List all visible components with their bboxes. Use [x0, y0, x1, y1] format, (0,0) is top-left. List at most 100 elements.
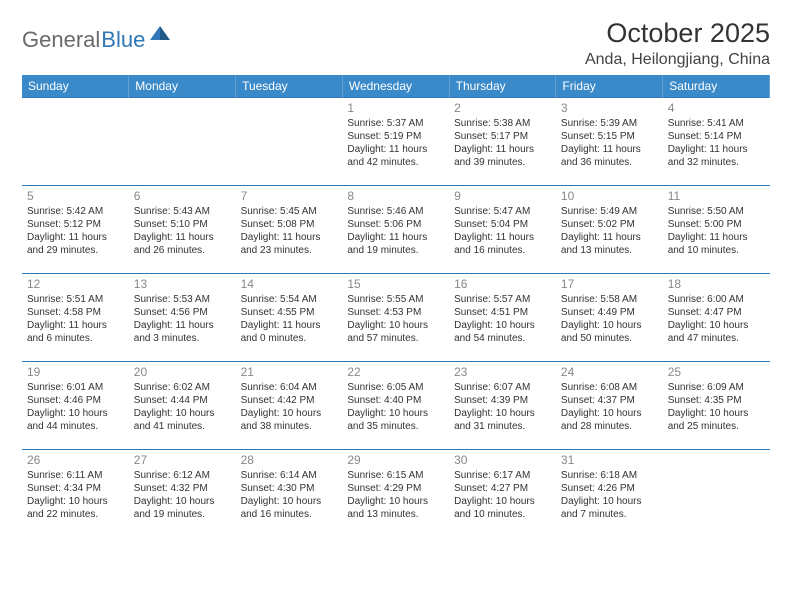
day-number: 28: [241, 453, 338, 467]
daylight-text-1: Daylight: 10 hours: [561, 495, 658, 508]
sunrise-text: Sunrise: 5:42 AM: [27, 205, 124, 218]
sunrise-text: Sunrise: 6:07 AM: [454, 381, 551, 394]
sunrise-text: Sunrise: 5:49 AM: [561, 205, 658, 218]
day-number: 10: [561, 189, 658, 203]
sunrise-text: Sunrise: 6:18 AM: [561, 469, 658, 482]
sunset-text: Sunset: 4:26 PM: [561, 482, 658, 495]
sunrise-text: Sunrise: 5:45 AM: [241, 205, 338, 218]
sunrise-text: Sunrise: 5:54 AM: [241, 293, 338, 306]
day-details: Sunrise: 5:38 AMSunset: 5:17 PMDaylight:…: [454, 117, 551, 169]
daylight-text-1: Daylight: 10 hours: [561, 407, 658, 420]
sunset-text: Sunset: 5:06 PM: [347, 218, 444, 231]
calendar-day-cell: 28Sunrise: 6:14 AMSunset: 4:30 PMDayligh…: [236, 450, 343, 538]
day-details: Sunrise: 5:53 AMSunset: 4:56 PMDaylight:…: [134, 293, 231, 345]
daylight-text-2: and 32 minutes.: [668, 156, 765, 169]
sunset-text: Sunset: 4:34 PM: [27, 482, 124, 495]
calendar-day-cell: 19Sunrise: 6:01 AMSunset: 4:46 PMDayligh…: [22, 362, 129, 450]
calendar-day-cell: 16Sunrise: 5:57 AMSunset: 4:51 PMDayligh…: [449, 274, 556, 362]
daylight-text-1: Daylight: 11 hours: [27, 319, 124, 332]
day-number: 19: [27, 365, 124, 379]
day-details: Sunrise: 6:18 AMSunset: 4:26 PMDaylight:…: [561, 469, 658, 521]
sunset-text: Sunset: 5:02 PM: [561, 218, 658, 231]
logo-text-blue: Blue: [101, 27, 145, 53]
daylight-text-1: Daylight: 11 hours: [668, 231, 765, 244]
calendar-day-cell: 15Sunrise: 5:55 AMSunset: 4:53 PMDayligh…: [342, 274, 449, 362]
daylight-text-1: Daylight: 10 hours: [134, 495, 231, 508]
calendar-day-cell: 4Sunrise: 5:41 AMSunset: 5:14 PMDaylight…: [663, 98, 770, 186]
sunrise-text: Sunrise: 5:46 AM: [347, 205, 444, 218]
day-number: 2: [454, 101, 551, 115]
calendar-day-cell: 17Sunrise: 5:58 AMSunset: 4:49 PMDayligh…: [556, 274, 663, 362]
sunset-text: Sunset: 5:17 PM: [454, 130, 551, 143]
daylight-text-2: and 13 minutes.: [347, 508, 444, 521]
sunrise-text: Sunrise: 5:58 AM: [561, 293, 658, 306]
sunrise-text: Sunrise: 6:00 AM: [668, 293, 765, 306]
day-details: Sunrise: 5:54 AMSunset: 4:55 PMDaylight:…: [241, 293, 338, 345]
daylight-text-1: Daylight: 10 hours: [241, 495, 338, 508]
calendar-day-cell: 29Sunrise: 6:15 AMSunset: 4:29 PMDayligh…: [342, 450, 449, 538]
calendar-day-cell: 5Sunrise: 5:42 AMSunset: 5:12 PMDaylight…: [22, 186, 129, 274]
sunset-text: Sunset: 5:10 PM: [134, 218, 231, 231]
sunrise-text: Sunrise: 5:43 AM: [134, 205, 231, 218]
day-number: 12: [27, 277, 124, 291]
sunrise-text: Sunrise: 6:12 AM: [134, 469, 231, 482]
daylight-text-1: Daylight: 11 hours: [241, 319, 338, 332]
day-number: 11: [668, 189, 765, 203]
day-details: Sunrise: 6:12 AMSunset: 4:32 PMDaylight:…: [134, 469, 231, 521]
daylight-text-2: and 47 minutes.: [668, 332, 765, 345]
daylight-text-1: Daylight: 11 hours: [668, 143, 765, 156]
calendar-day-cell: 9Sunrise: 5:47 AMSunset: 5:04 PMDaylight…: [449, 186, 556, 274]
daylight-text-2: and 25 minutes.: [668, 420, 765, 433]
day-details: Sunrise: 5:50 AMSunset: 5:00 PMDaylight:…: [668, 205, 765, 257]
daylight-text-1: Daylight: 11 hours: [134, 231, 231, 244]
sunset-text: Sunset: 4:37 PM: [561, 394, 658, 407]
sunrise-text: Sunrise: 6:15 AM: [347, 469, 444, 482]
daylight-text-1: Daylight: 10 hours: [241, 407, 338, 420]
calendar-day-cell: 25Sunrise: 6:09 AMSunset: 4:35 PMDayligh…: [663, 362, 770, 450]
calendar-day-cell: 18Sunrise: 6:00 AMSunset: 4:47 PMDayligh…: [663, 274, 770, 362]
day-number: 25: [668, 365, 765, 379]
calendar-day-cell: 10Sunrise: 5:49 AMSunset: 5:02 PMDayligh…: [556, 186, 663, 274]
sunset-text: Sunset: 4:55 PM: [241, 306, 338, 319]
sunset-text: Sunset: 4:47 PM: [668, 306, 765, 319]
day-details: Sunrise: 5:58 AMSunset: 4:49 PMDaylight:…: [561, 293, 658, 345]
daylight-text-1: Daylight: 11 hours: [454, 231, 551, 244]
sunset-text: Sunset: 4:29 PM: [347, 482, 444, 495]
daylight-text-2: and 50 minutes.: [561, 332, 658, 345]
sunset-text: Sunset: 4:46 PM: [27, 394, 124, 407]
sunrise-text: Sunrise: 6:02 AM: [134, 381, 231, 394]
calendar-table: SundayMondayTuesdayWednesdayThursdayFrid…: [22, 75, 770, 538]
sunset-text: Sunset: 4:32 PM: [134, 482, 231, 495]
daylight-text-2: and 29 minutes.: [27, 244, 124, 257]
daylight-text-1: Daylight: 10 hours: [561, 319, 658, 332]
day-details: Sunrise: 6:08 AMSunset: 4:37 PMDaylight:…: [561, 381, 658, 433]
daylight-text-1: Daylight: 10 hours: [347, 319, 444, 332]
daylight-text-2: and 10 minutes.: [668, 244, 765, 257]
sunrise-text: Sunrise: 5:51 AM: [27, 293, 124, 306]
day-number: 14: [241, 277, 338, 291]
calendar-day-cell: 8Sunrise: 5:46 AMSunset: 5:06 PMDaylight…: [342, 186, 449, 274]
sunrise-text: Sunrise: 6:11 AM: [27, 469, 124, 482]
calendar-day-cell: 12Sunrise: 5:51 AMSunset: 4:58 PMDayligh…: [22, 274, 129, 362]
day-details: Sunrise: 5:57 AMSunset: 4:51 PMDaylight:…: [454, 293, 551, 345]
sunrise-text: Sunrise: 6:17 AM: [454, 469, 551, 482]
weekday-header: Thursday: [449, 75, 556, 98]
day-details: Sunrise: 6:07 AMSunset: 4:39 PMDaylight:…: [454, 381, 551, 433]
day-number: 8: [347, 189, 444, 203]
calendar-page: General Blue October 2025 Anda, Heilongj…: [0, 0, 792, 548]
weekday-header: Sunday: [22, 75, 129, 98]
sunrise-text: Sunrise: 6:01 AM: [27, 381, 124, 394]
logo-triangle-icon: [150, 24, 172, 45]
calendar-week-row: 26Sunrise: 6:11 AMSunset: 4:34 PMDayligh…: [22, 450, 770, 538]
sunset-text: Sunset: 4:56 PM: [134, 306, 231, 319]
day-number: 13: [134, 277, 231, 291]
sunset-text: Sunset: 4:40 PM: [347, 394, 444, 407]
daylight-text-1: Daylight: 11 hours: [347, 143, 444, 156]
day-number: 7: [241, 189, 338, 203]
sunset-text: Sunset: 5:14 PM: [668, 130, 765, 143]
day-details: Sunrise: 6:02 AMSunset: 4:44 PMDaylight:…: [134, 381, 231, 433]
weekday-row: SundayMondayTuesdayWednesdayThursdayFrid…: [22, 75, 770, 98]
day-number: 3: [561, 101, 658, 115]
calendar-day-cell: 26Sunrise: 6:11 AMSunset: 4:34 PMDayligh…: [22, 450, 129, 538]
day-details: Sunrise: 5:55 AMSunset: 4:53 PMDaylight:…: [347, 293, 444, 345]
